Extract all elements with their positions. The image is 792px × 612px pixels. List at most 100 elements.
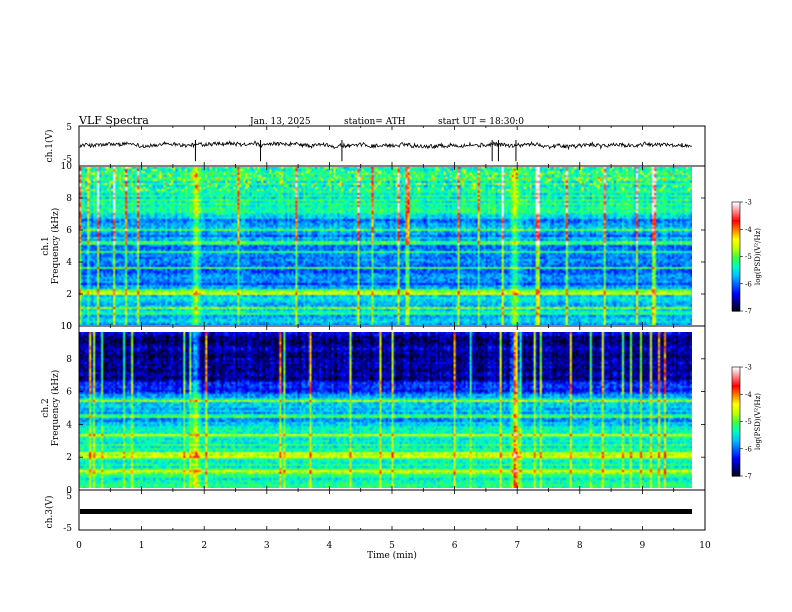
colorbar-swatch — [732, 231, 740, 234]
x-tick-label-1: 1 — [139, 541, 145, 551]
colorbar-swatch — [732, 436, 740, 439]
figure-title: VLF Spectra — [78, 114, 149, 127]
ch1-waveform-panel: 5 -5 ch.1(V) — [44, 123, 706, 167]
colorbar-swatch — [732, 457, 740, 461]
colorbar-swatch — [732, 392, 740, 395]
colorbar-swatch — [732, 212, 740, 216]
colorbar-swatch — [732, 258, 740, 261]
x-axis-label: Time (min) — [367, 550, 417, 561]
ch3-waveform-panel: 5 -5 ch.3(V) — [44, 489, 706, 534]
colorbar-swatch — [732, 216, 740, 219]
colorbar-swatch — [732, 372, 740, 375]
x-tick-label-2: 2 — [201, 541, 207, 551]
colorbar-swatch — [732, 236, 740, 239]
colorbar-swatch — [732, 234, 740, 238]
colorbar-swatch — [732, 401, 740, 404]
colorbar-tick-label--7: -7 — [745, 308, 752, 316]
colorbar-label: log(PSD)(V²/Hz) — [754, 393, 762, 450]
colorbar-swatch — [732, 225, 740, 229]
colorbar-swatch — [732, 465, 740, 468]
colorbar-swatch — [732, 265, 740, 268]
colorbar-swatch — [732, 218, 740, 221]
colorbar-swatch — [732, 406, 740, 410]
x-tick-label-7: 7 — [514, 541, 520, 551]
y-tick-label-10: 10 — [61, 162, 73, 172]
colorbar-swatch — [732, 399, 740, 403]
colorbar-swatch — [732, 220, 740, 223]
x-tick-label-10: 10 — [699, 541, 711, 551]
y-tick-label-10: 10 — [61, 322, 73, 332]
colorbar-swatch — [732, 430, 740, 433]
ch1-ytick-top: 5 — [66, 123, 72, 133]
ch1-waveform-spikes — [194, 140, 517, 162]
colorbar-swatch — [732, 434, 740, 437]
ch3-waveform-ylabel: ch.3(V) — [44, 496, 55, 529]
colorbar-swatch — [732, 287, 740, 290]
colorbar-swatch — [732, 300, 740, 303]
y-tick-label-6: 6 — [66, 226, 72, 236]
colorbar-swatch — [732, 261, 740, 265]
colorbar-swatch — [732, 394, 740, 397]
colorbar-swatch — [732, 238, 740, 241]
colorbar-swatch — [732, 448, 740, 452]
colorbar-tick-label--4: -4 — [745, 391, 752, 399]
colorbar-swatch — [732, 412, 740, 415]
colorbar-swatch — [732, 202, 740, 205]
colorbar-swatch — [732, 305, 740, 308]
colorbar-swatch — [732, 417, 740, 421]
colorbar-swatch — [732, 243, 740, 247]
colorbar-swatch — [732, 437, 740, 441]
ch2-spectrogram-image — [79, 332, 692, 488]
colorbar-swatch — [732, 271, 740, 274]
colorbar-tick-label--6: -6 — [745, 445, 752, 453]
colorbar-swatch — [732, 309, 740, 312]
colorbar-swatch — [732, 446, 740, 450]
colorbar-tick-label--6: -6 — [745, 280, 752, 288]
colorbar-swatch — [732, 229, 740, 232]
colorbar-swatch — [732, 463, 740, 466]
colorbar-swatch — [732, 450, 740, 453]
date-label: Jan. 13, 2025 — [249, 117, 311, 127]
colorbar-swatch — [732, 403, 740, 406]
colorbar-swatch — [732, 376, 740, 379]
x-tick-label-4: 4 — [327, 541, 333, 551]
colorbar-swatch — [732, 421, 740, 424]
ch2-spectrogram-yticks: 0 2 4 6 8 10 — [61, 322, 705, 496]
colorbar-swatch — [732, 260, 740, 263]
colorbar-swatch — [732, 307, 740, 310]
ch1-waveform-line — [79, 140, 692, 151]
colorbar-swatch — [732, 470, 740, 473]
colorbar-swatch — [732, 432, 740, 435]
colorbar-swatch — [732, 385, 740, 388]
colorbar-tick-label--3: -3 — [745, 199, 752, 207]
y-tick-label-8: 8 — [66, 355, 72, 365]
colorbar-swatch — [732, 247, 740, 250]
colorbar-swatch — [732, 241, 740, 245]
x-tick-label-3: 3 — [264, 541, 270, 551]
colorbar-swatch — [732, 301, 740, 305]
colorbar-swatch — [732, 214, 740, 218]
colorbar-swatch — [732, 383, 740, 386]
x-axis-ticks — [78, 126, 706, 530]
colorbar-swatch — [732, 377, 740, 381]
ch1-waveform-ylabel: ch.1(V) — [44, 130, 55, 163]
colorbar-swatch — [732, 452, 740, 455]
ch1-ytick-bottom: -5 — [63, 155, 72, 165]
colorbar-swatch — [732, 252, 740, 256]
colorbar-swatch — [732, 240, 740, 243]
colorbar-swatch — [732, 410, 740, 414]
colorbar-tick-label--7: -7 — [745, 473, 752, 481]
colorbar-tick-label--5: -5 — [745, 253, 752, 261]
colorbar-swatch — [732, 441, 740, 444]
colorbar-swatch — [732, 381, 740, 384]
colorbar-swatch — [732, 414, 740, 417]
ch2-spectrogram-ylabel-frequency: Frequency (kHz) — [50, 370, 61, 447]
y-tick-label-6: 6 — [66, 388, 72, 398]
colorbar-swatch — [732, 456, 740, 459]
colorbar-swatch — [732, 426, 740, 430]
colorbar-swatch — [732, 263, 740, 267]
colorbar-swatch — [732, 472, 740, 475]
colorbar-swatch — [732, 272, 740, 276]
colorbar-swatch — [732, 397, 740, 401]
